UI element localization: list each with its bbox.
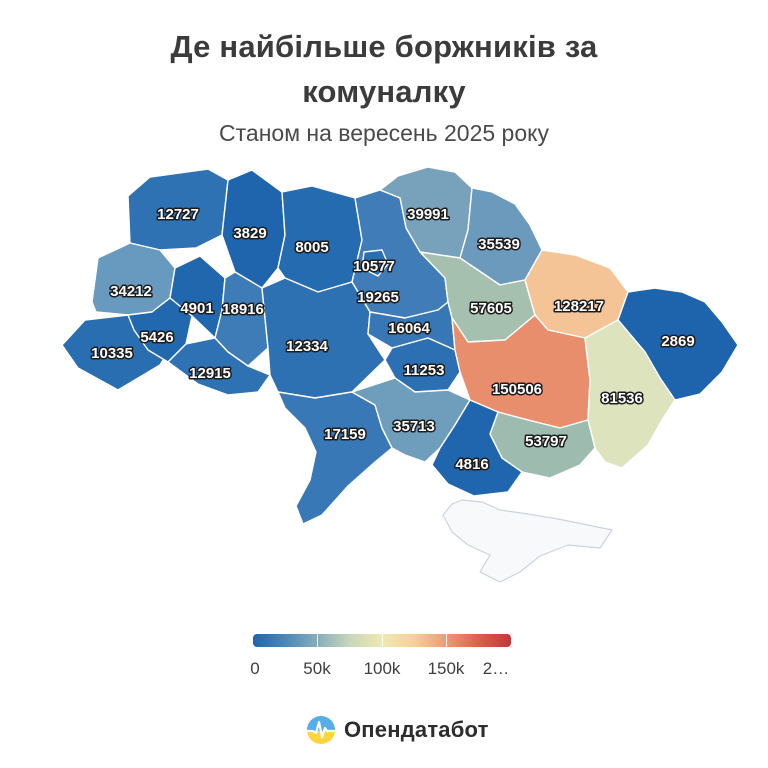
- logo-pulse-line: [307, 720, 335, 739]
- region-vinnytsia[interactable]: [261, 277, 386, 399]
- region-label-kharkiv: 128217: [554, 298, 604, 315]
- region-odesa[interactable]: [277, 391, 393, 525]
- opendatabot-logo-icon: [307, 716, 335, 744]
- region-kherson[interactable]: [431, 399, 523, 497]
- region-label-volyn: 12727: [157, 206, 199, 223]
- region-label-mykolaiv: 35713: [393, 418, 435, 435]
- region-label-dnipropetrovsk: 150506: [492, 381, 542, 398]
- brand-name: Опендатабот: [344, 717, 489, 742]
- region-label-poltava: 57605: [470, 300, 512, 317]
- logo-blue-half: [307, 716, 335, 731]
- region-label-chernihiv: 39991: [407, 206, 449, 223]
- region-label-kirovohrad: 11253: [404, 362, 445, 379]
- region-khmelnytskyi[interactable]: [214, 271, 269, 367]
- region-label-zhytomyr: 8005: [295, 239, 328, 256]
- region-label-kyiv-oblast: 19265: [357, 289, 399, 306]
- footer-brand: Опендатабот: [306, 712, 489, 748]
- region-label-sumy: 35539: [478, 236, 520, 253]
- region-label-khmelnytskyi: 18916: [222, 301, 264, 318]
- region-crimea[interactable]: [442, 499, 613, 583]
- region-kyiv-city[interactable]: [361, 249, 389, 277]
- region-label-luhansk: 2869: [661, 333, 694, 350]
- region-label-kyiv-city: 10577: [353, 258, 395, 275]
- region-label-cherkasy: 16064: [388, 320, 430, 337]
- region-label-vinnytsia: 12334: [286, 338, 328, 355]
- region-label-chernivtsi: 12915: [189, 365, 231, 382]
- region-label-ternopil: 4901: [180, 300, 213, 317]
- header: Де найбільше боржників за комуналку Стан…: [0, 24, 768, 147]
- region-label-lviv: 34212: [110, 283, 152, 300]
- region-label-donetsk: 81536: [601, 390, 643, 407]
- region-label-rivne: 3829: [233, 225, 266, 242]
- region-label-ivano-frankivsk: 5426: [140, 329, 173, 346]
- region-label-odesa: 17159: [324, 426, 366, 443]
- chart-subtitle: Станом на вересень 2025 року: [219, 120, 549, 146]
- region-label-kherson: 4816: [455, 456, 488, 473]
- region-label-zaporizhzhia: 53797: [525, 433, 567, 450]
- region-label-zakarpattia: 10335: [91, 345, 133, 362]
- region-chernivtsi[interactable]: [167, 337, 271, 396]
- chart-title: Де найбільше боржників за комуналку: [170, 29, 598, 109]
